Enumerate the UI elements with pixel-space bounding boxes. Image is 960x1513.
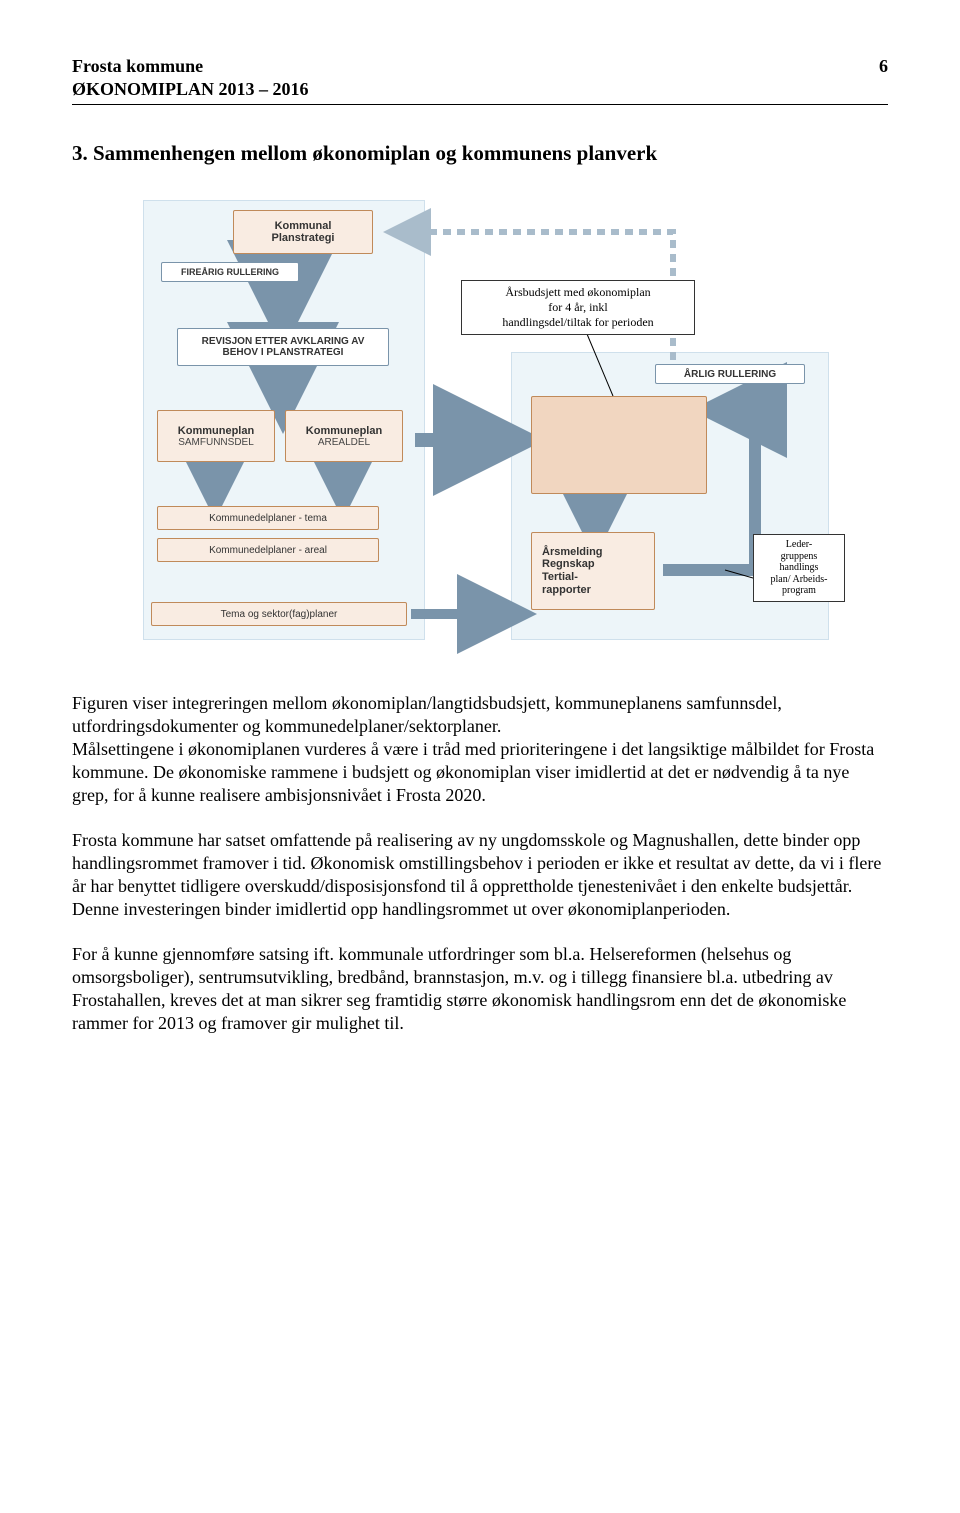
node-kdp-areal: Kommunedelplaner - areal [157, 538, 379, 562]
section-heading: 3. Sammenhengen mellom økonomiplan og ko… [72, 141, 888, 166]
node-kommunal-planstrategi: Kommunal Planstrategi [233, 210, 373, 254]
node-kdp-tema: Kommunedelplaner - tema [157, 506, 379, 530]
node-arsmelding: Årsmelding Regnskap Tertial- rapporter [531, 532, 655, 610]
label: Tertial- [542, 571, 578, 584]
node-kp-arealdel: Kommuneplan AREALDEL [285, 410, 403, 462]
section-title-text: Sammenhengen mellom økonomiplan og kommu… [93, 141, 657, 165]
label: handlingsdel/tiltak for perioden [468, 315, 688, 330]
callout-ledergruppen: Leder- gruppens handlings plan/ Arbeids-… [753, 534, 845, 602]
callout-arsbudsjett: Årsbudsjett med økonomiplan for 4 år, in… [461, 280, 695, 335]
label: Tema og sektor(fag)planer [221, 609, 338, 620]
node-arlig-rullering: ÅRLIG RULLERING [655, 364, 805, 384]
paragraph-3: Frosta kommune har satset omfattende på … [72, 829, 888, 921]
label: Årsbudsjett med økonomiplan [468, 285, 688, 300]
node-handlingsdel-box [531, 396, 707, 494]
label: gruppens [760, 551, 838, 563]
label: program [760, 585, 838, 597]
page-number: 6 [879, 56, 888, 77]
label: Kommunedelplaner - areal [209, 545, 327, 556]
section-number: 3. [72, 141, 88, 165]
header-plan-title: ØKONOMIPLAN 2013 – 2016 [72, 79, 888, 100]
label: Kommuneplan [306, 425, 382, 437]
paragraph-1: Figuren viser integreringen mellom økono… [72, 692, 888, 807]
body-text: Figuren viser integreringen mellom økono… [72, 692, 888, 1035]
label: Kommunal [275, 220, 332, 232]
planverk-diagram: Kommunal Planstrategi FIREÅRIG RULLERING… [115, 174, 845, 664]
label: REVISJON ETTER AVKLARING AV [202, 336, 365, 348]
paragraph-4: For å kunne gjennomføre satsing ift. kom… [72, 943, 888, 1035]
node-firearig-rullering: FIREÅRIG RULLERING [161, 262, 299, 282]
header-rule [72, 104, 888, 105]
label: Planstrategi [272, 232, 335, 244]
label: Kommunedelplaner - tema [209, 513, 327, 524]
label: for 4 år, inkl [468, 300, 688, 315]
label: SAMFUNNSDEL [178, 437, 254, 448]
label: FIREÅRIG RULLERING [181, 267, 279, 277]
label: ÅRLIG RULLERING [684, 369, 776, 380]
label: Leder- [760, 539, 838, 551]
label: handlings [760, 562, 838, 574]
label: Regnskap [542, 558, 595, 571]
node-revisjon: REVISJON ETTER AVKLARING AV BEHOV I PLAN… [177, 328, 389, 366]
header-org: Frosta kommune [72, 56, 203, 77]
label: Årsmelding [542, 546, 603, 559]
node-tema-sektor: Tema og sektor(fag)planer [151, 602, 407, 626]
label: plan/ Arbeids- [760, 574, 838, 586]
label: rapporter [542, 584, 591, 597]
label: AREALDEL [318, 437, 370, 448]
node-kp-samfunnsdel: Kommuneplan SAMFUNNSDEL [157, 410, 275, 462]
label: BEHOV I PLANSTRATEGI [223, 347, 344, 359]
label: Kommuneplan [178, 425, 254, 437]
